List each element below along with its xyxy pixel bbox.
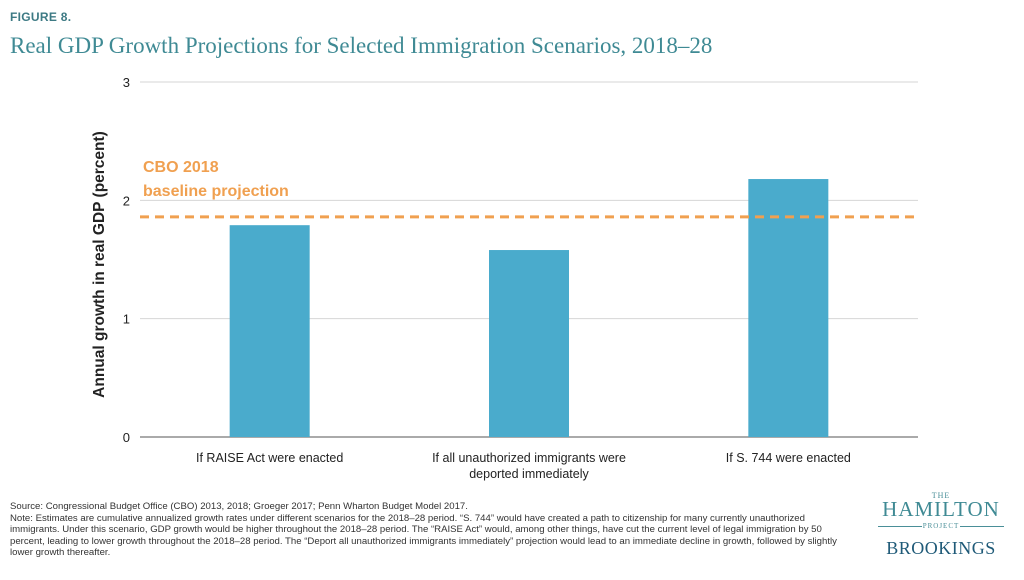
logo-hamilton: HAMILTON xyxy=(882,497,1000,521)
figure-label: FIGURE 8. xyxy=(10,10,72,24)
bar-chart: 0 1 2 3 Annual growth in real GDP (percent) I… xyxy=(91,75,918,481)
logo-brookings: BROOKINGS xyxy=(886,538,996,558)
logo-rule-right xyxy=(960,526,1004,527)
x-category-label: If S. 744 were enacted xyxy=(726,451,851,465)
bar xyxy=(229,225,310,437)
y-tick-label: 3 xyxy=(123,75,130,90)
footer-notes: Source: Congressional Budget Office (CBO… xyxy=(10,501,850,559)
note-text: Note: Estimates are cumulative annualize… xyxy=(10,512,837,559)
logo-rule-left xyxy=(878,526,922,527)
logo-project: PROJECT xyxy=(922,522,960,530)
logo-the: THE xyxy=(931,491,951,500)
source-text: Source: Congressional Budget Office (CBO… xyxy=(10,501,468,512)
x-category-label: If all unauthorized immigrants were xyxy=(432,451,626,465)
y-tick-label: 1 xyxy=(123,312,130,327)
y-tick-label: 0 xyxy=(123,430,130,445)
brand-logo: THE HAMILTON PROJECT BROOKINGS xyxy=(870,491,1012,571)
baseline-label: CBO 2018 xyxy=(143,159,219,176)
bar xyxy=(748,179,829,438)
y-axis-label: Annual growth in real GDP (percent) xyxy=(91,131,108,398)
x-category-label: deported immediately xyxy=(469,467,589,481)
bar xyxy=(489,250,569,437)
baseline-label: baseline projection xyxy=(143,183,289,200)
x-category-label: If RAISE Act were enacted xyxy=(196,451,343,465)
chart-title: Real GDP Growth Projections for Selected… xyxy=(10,33,713,58)
y-tick-label: 2 xyxy=(123,193,130,208)
